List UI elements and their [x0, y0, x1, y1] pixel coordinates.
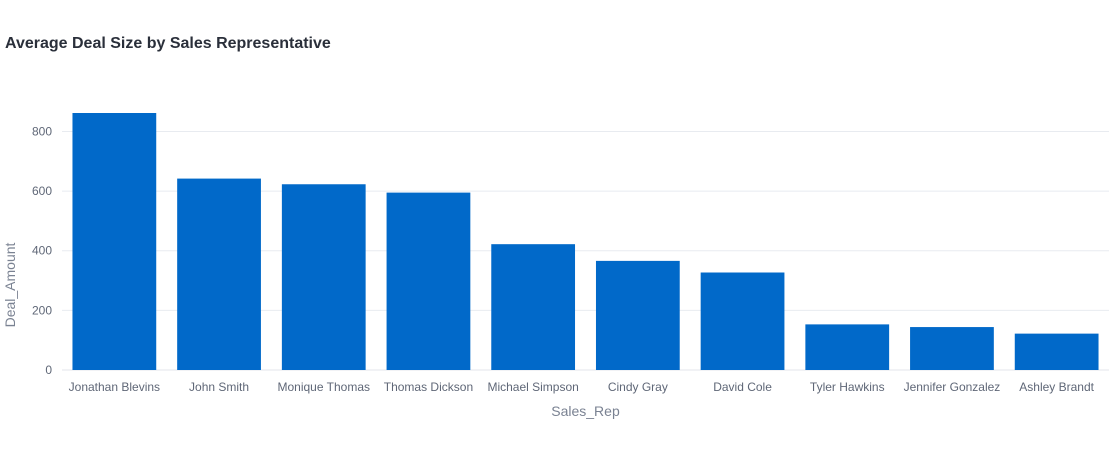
- x-tick-label: Monique Thomas: [278, 380, 371, 394]
- x-tick-label: Ashley Brandt: [1019, 380, 1094, 394]
- x-tick-label: David Cole: [713, 380, 772, 394]
- bar[interactable]: [177, 178, 261, 370]
- x-tick-label: Thomas Dickson: [384, 380, 473, 394]
- x-tick-label: Jennifer Gonzalez: [904, 380, 1001, 394]
- x-tick-label: Tyler Hawkins: [810, 380, 885, 394]
- y-axis-title: Deal_Amount: [2, 242, 18, 327]
- y-tick-label: 600: [32, 184, 52, 198]
- y-tick-labels: 0 200 400 600 800: [32, 124, 52, 377]
- y-tick-label: 800: [32, 124, 52, 138]
- y-tick-label: 200: [32, 303, 52, 317]
- x-axis-title: Sales_Rep: [551, 403, 620, 419]
- bar[interactable]: [386, 192, 471, 370]
- x-tick-label: Cindy Gray: [608, 380, 668, 394]
- bar[interactable]: [700, 272, 785, 370]
- bar[interactable]: [281, 184, 366, 370]
- x-tick-label: Michael Simpson: [487, 380, 578, 394]
- bars: [72, 113, 1099, 370]
- x-tick-label: John Smith: [189, 380, 249, 394]
- x-tick-label: Jonathan Blevins: [69, 380, 160, 394]
- y-tick-label: 0: [45, 363, 52, 377]
- bar[interactable]: [1014, 333, 1099, 370]
- x-tick-labels: Jonathan Blevins John Smith Monique Thomas…: [69, 380, 1095, 394]
- chart-title: Average Deal Size by Sales Representativ…: [5, 35, 331, 52]
- y-tick-label: 400: [32, 244, 52, 258]
- bar[interactable]: [805, 324, 890, 370]
- bar[interactable]: [72, 113, 157, 370]
- bar[interactable]: [595, 260, 680, 370]
- bar[interactable]: [491, 244, 576, 370]
- bar[interactable]: [910, 327, 994, 370]
